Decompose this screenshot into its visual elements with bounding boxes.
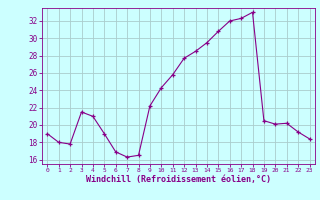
X-axis label: Windchill (Refroidissement éolien,°C): Windchill (Refroidissement éolien,°C) (86, 175, 271, 184)
